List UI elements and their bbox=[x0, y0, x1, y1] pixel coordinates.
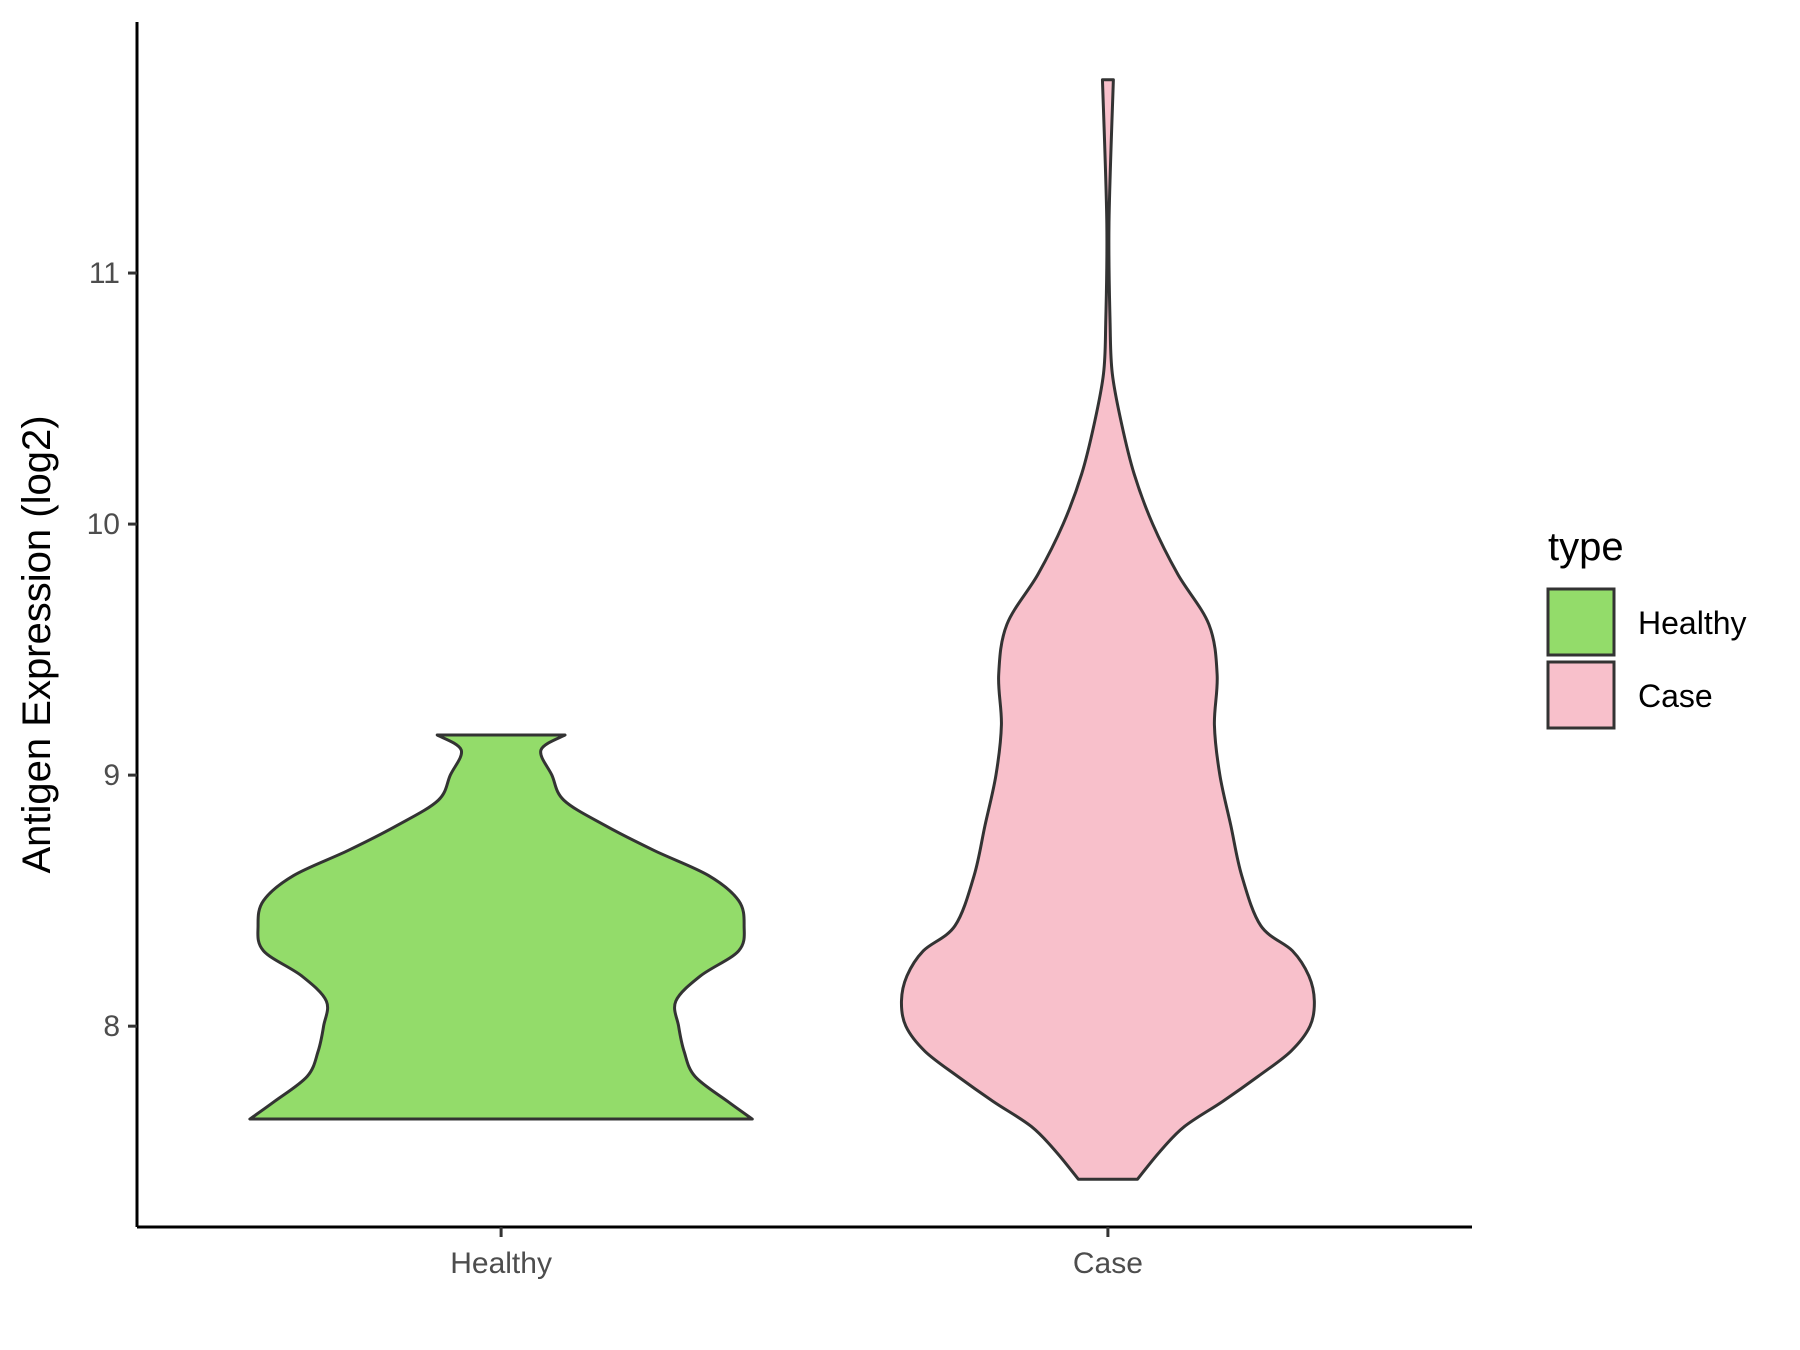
violin-case bbox=[899, 78, 1316, 1181]
violin-layer bbox=[248, 78, 1316, 1181]
x-axis-ticks: Healthy Case bbox=[450, 1227, 1143, 1280]
legend: type Healthy Case bbox=[1546, 525, 1747, 730]
y-tick-label: 9 bbox=[103, 759, 120, 792]
y-tick-label: 10 bbox=[87, 508, 120, 541]
legend-label-case: Case bbox=[1638, 678, 1713, 714]
legend-swatch-case bbox=[1546, 660, 1616, 730]
legend-title: type bbox=[1548, 525, 1624, 569]
x-tick-label: Case bbox=[1073, 1247, 1143, 1280]
y-tick-label: 8 bbox=[103, 1010, 120, 1043]
y-axis-title: Antigen Expression (log2) bbox=[15, 415, 59, 873]
violin-healthy bbox=[248, 733, 754, 1121]
legend-swatch-healthy bbox=[1546, 587, 1616, 657]
y-axis-ticks: 8 9 10 11 bbox=[87, 257, 137, 1043]
legend-label-healthy: Healthy bbox=[1638, 605, 1747, 641]
x-tick-label: Healthy bbox=[450, 1247, 552, 1280]
y-tick-label: 11 bbox=[89, 257, 120, 290]
